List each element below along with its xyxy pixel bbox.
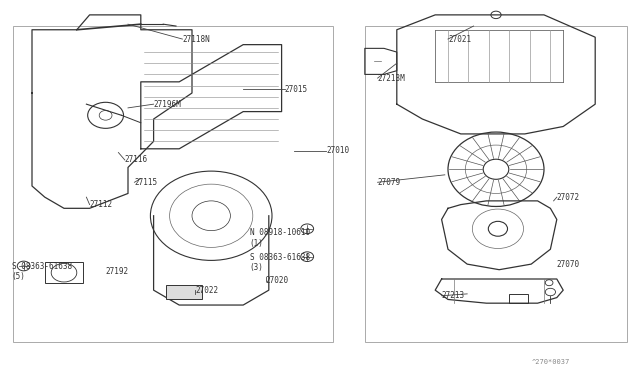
Text: S 08363-61638
(5): S 08363-61638 (5) [12, 262, 72, 281]
Text: 27213: 27213 [442, 291, 465, 300]
Text: 27112: 27112 [90, 200, 113, 209]
Text: 27116: 27116 [125, 155, 148, 164]
Text: 27118N: 27118N [182, 35, 210, 44]
Text: ^270*0037: ^270*0037 [531, 359, 570, 365]
Text: 27015: 27015 [285, 85, 308, 94]
FancyBboxPatch shape [166, 285, 202, 299]
Text: S 08363-61638
(3): S 08363-61638 (3) [250, 253, 310, 272]
Text: 27022: 27022 [195, 286, 218, 295]
Text: 27021: 27021 [448, 35, 471, 44]
Text: 27010: 27010 [326, 146, 349, 155]
Text: 27213M: 27213M [378, 74, 405, 83]
Text: 27079: 27079 [378, 178, 401, 187]
Text: 27020: 27020 [266, 276, 289, 285]
Text: 27192: 27192 [106, 267, 129, 276]
Text: 27115: 27115 [134, 178, 157, 187]
Text: N 08918-10610
(1): N 08918-10610 (1) [250, 228, 310, 248]
Text: 27072: 27072 [557, 193, 580, 202]
Text: 27196M: 27196M [154, 100, 181, 109]
Text: 27070: 27070 [557, 260, 580, 269]
